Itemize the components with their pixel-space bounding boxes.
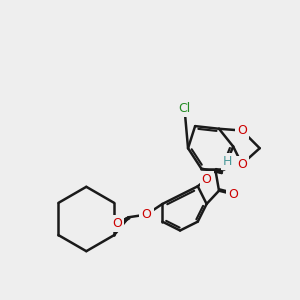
- Text: O: O: [237, 124, 247, 137]
- Text: O: O: [237, 158, 247, 171]
- Text: O: O: [202, 173, 212, 186]
- Text: O: O: [228, 188, 238, 201]
- Text: Cl: Cl: [178, 102, 190, 115]
- Text: O: O: [112, 217, 122, 230]
- Text: O: O: [142, 208, 152, 221]
- Text: H: H: [223, 155, 232, 168]
